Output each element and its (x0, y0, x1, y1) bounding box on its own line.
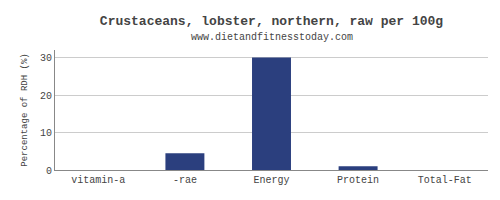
svg-text:www.dietandfitnesstoday.com: www.dietandfitnesstoday.com (191, 32, 353, 43)
svg-text:30: 30 (40, 53, 52, 64)
svg-text:Total-Fat: Total-Fat (418, 175, 472, 186)
svg-text:vitamin-a: vitamin-a (71, 175, 125, 186)
svg-text:0: 0 (46, 166, 52, 177)
svg-text:Crustaceans, lobster, northern: Crustaceans, lobster, northern, raw per … (100, 14, 443, 29)
svg-text:-rae: -rae (173, 175, 197, 186)
svg-text:10: 10 (40, 128, 52, 139)
svg-text:Protein: Protein (337, 175, 379, 186)
svg-text:20: 20 (40, 91, 52, 102)
svg-text:Percentage of RDH (%): Percentage of RDH (%) (20, 53, 30, 166)
svg-text:Energy: Energy (253, 175, 289, 186)
